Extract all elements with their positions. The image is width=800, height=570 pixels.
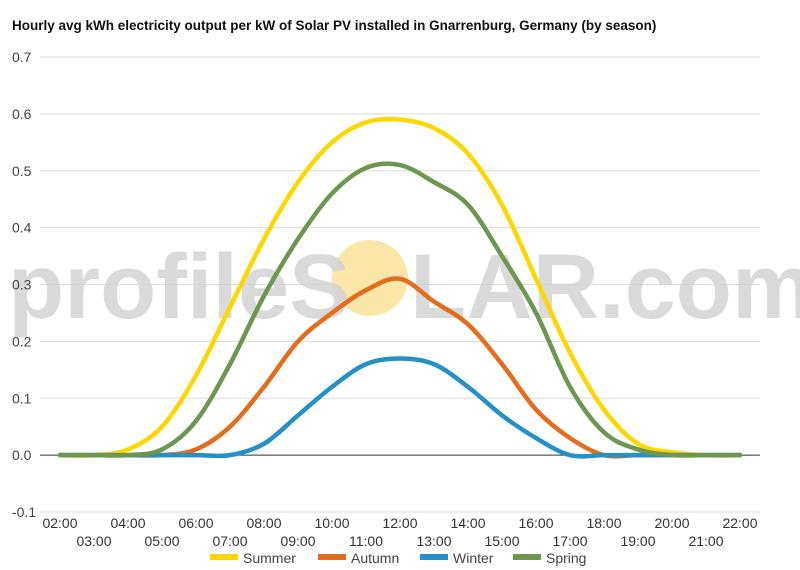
y-tick-label: 0.1 bbox=[12, 390, 32, 406]
x-axis-ticks: 02:00 03:00 04:00 05:00 06:00 07:00 08:00 09:00… bbox=[42, 515, 757, 549]
x-tick-label: 05:00 bbox=[144, 533, 179, 549]
y-tick-label: 0.3 bbox=[12, 277, 32, 293]
legend-swatch-summer bbox=[210, 554, 238, 560]
x-tick-label: 21:00 bbox=[688, 533, 723, 549]
x-tick-label: 18:00 bbox=[586, 515, 621, 531]
x-tick-label: 20:00 bbox=[654, 515, 689, 531]
legend-swatch-autumn bbox=[318, 554, 346, 560]
legend-label-autumn: Autumn bbox=[351, 550, 399, 566]
x-tick-label: 12:00 bbox=[382, 515, 417, 531]
x-tick-label: 14:00 bbox=[450, 515, 485, 531]
legend: Summer Autumn Winter Spring bbox=[210, 550, 586, 566]
x-tick-label: 10:00 bbox=[314, 515, 349, 531]
legend-swatch-winter bbox=[420, 554, 448, 560]
x-tick-label: 07:00 bbox=[212, 533, 247, 549]
series-lines bbox=[57, 116, 743, 459]
y-tick-label: -0.1 bbox=[12, 504, 36, 520]
y-tick-label: 0.6 bbox=[12, 106, 32, 122]
x-tick-label: 04:00 bbox=[110, 515, 145, 531]
x-tick-label: 22:00 bbox=[722, 515, 757, 531]
y-tick-label: 0.5 bbox=[12, 163, 32, 179]
x-tick-label: 06:00 bbox=[178, 515, 213, 531]
watermark-text-right: LAR.com bbox=[410, 236, 800, 338]
y-tick-label: 0.7 bbox=[12, 49, 32, 65]
legend-label-summer: Summer bbox=[243, 550, 296, 566]
x-tick-label: 11:00 bbox=[349, 533, 383, 549]
chart-title: Hourly avg kWh electricity output per kW… bbox=[12, 18, 657, 33]
y-tick-label: 0.4 bbox=[12, 220, 32, 236]
x-tick-label: 09:00 bbox=[280, 533, 315, 549]
legend-label-winter: Winter bbox=[453, 550, 494, 566]
x-tick-label: 03:00 bbox=[76, 533, 111, 549]
legend-swatch-spring bbox=[513, 554, 541, 560]
y-tick-label: 0.0 bbox=[12, 447, 32, 463]
legend-label-spring: Spring bbox=[546, 550, 586, 566]
x-tick-label: 15:00 bbox=[484, 533, 519, 549]
profilesolar-watermark: profileS LAR.com bbox=[8, 236, 800, 338]
x-tick-label: 13:00 bbox=[416, 533, 451, 549]
y-tick-label: 0.2 bbox=[12, 333, 32, 349]
x-tick-label: 19:00 bbox=[620, 533, 655, 549]
series-line-summer bbox=[57, 116, 743, 458]
x-tick-label: 16:00 bbox=[518, 515, 553, 531]
series-line-spring bbox=[57, 161, 743, 458]
x-tick-label: 17:00 bbox=[552, 533, 587, 549]
x-tick-label: 08:00 bbox=[246, 515, 281, 531]
watermark-text-left: profileS bbox=[8, 236, 350, 338]
y-axis-ticks: -0.1 0.0 0.1 0.2 0.3 0.4 0.5 0.6 0.7 bbox=[12, 49, 36, 520]
series-line-winter bbox=[57, 356, 743, 459]
x-tick-label: 02:00 bbox=[42, 515, 77, 531]
